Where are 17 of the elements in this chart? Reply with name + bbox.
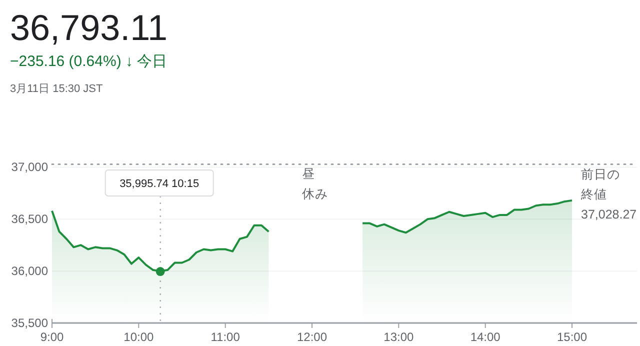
y-tick-label: 35,500 [11, 316, 48, 330]
ref-line-label: 前日の終値37,028.27 [580, 167, 637, 222]
x-tick-label: 11:00 [210, 330, 240, 344]
title: 36,793.11 [10, 7, 168, 48]
x-tick-label: 14:00 [470, 330, 501, 344]
x-tick-label: 10:00 [124, 330, 154, 344]
x-tick-label: 12:00 [296, 330, 328, 344]
ref-line-label: 35,995.74 10:15 [120, 178, 200, 190]
annotation: 昼休み [302, 167, 328, 201]
x-tick-label: 9:00 [40, 330, 64, 344]
text: 3月11日 15:30 JST [10, 83, 104, 95]
y-tick-label: 37,000 [11, 160, 48, 174]
subtitle: −235.16 (0.64%) ↓ 今日 [10, 53, 168, 70]
y-tick-label: 36,500 [11, 212, 48, 226]
x-tick-label: 15:00 [556, 330, 588, 344]
y-tick-label: 36,000 [11, 264, 48, 278]
x-tick-label: 13:00 [384, 330, 414, 344]
